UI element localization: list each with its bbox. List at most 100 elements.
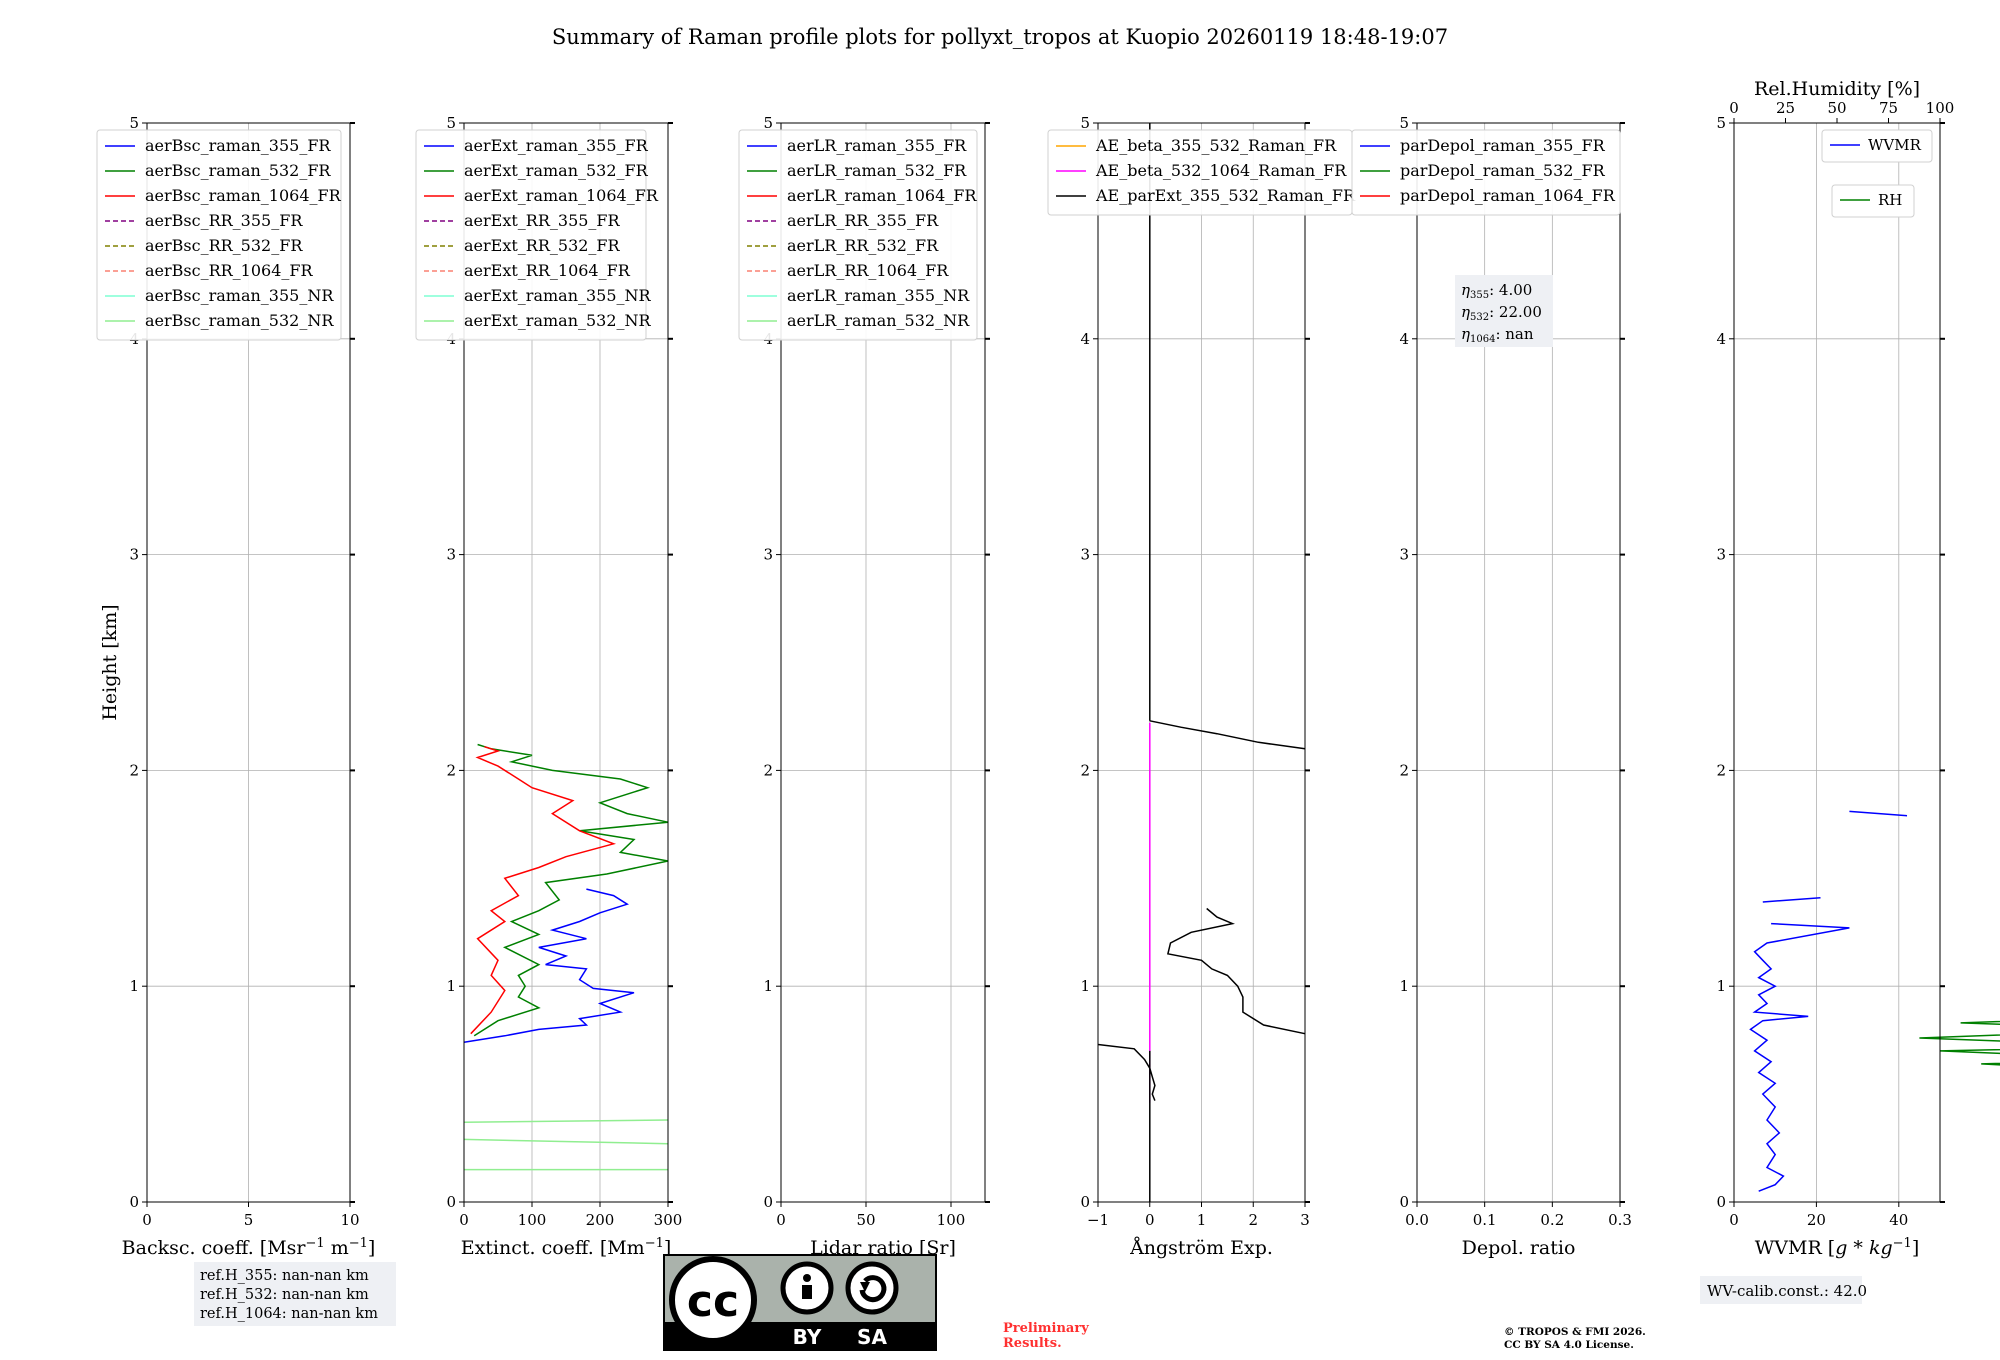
x-tick-label: 0 (459, 1211, 469, 1229)
y-tick-label: 5 (763, 114, 773, 132)
series-WVMR (1749, 922, 1850, 1192)
preliminary-line2: Results. (1003, 1336, 1062, 1351)
y-tick-label: 3 (763, 546, 773, 564)
series-WVMR_1.41 (1762, 896, 1821, 903)
y-tick-label: 5 (1716, 114, 1726, 132)
x2-tick-label: 75 (1879, 99, 1898, 117)
legend-label-aerExt_RR_355_FR: aerExt_RR_355_FR (464, 211, 621, 230)
axes-frame (780, 122, 986, 1203)
legend-label-WVMR: WVMR (1868, 136, 1922, 154)
legend-label-aerLR_raman_532_FR: aerLR_raman_532_FR (787, 161, 967, 180)
x-tick-label: 200 (586, 1211, 615, 1229)
legend-label-aerLR_raman_355_FR: aerLR_raman_355_FR (787, 136, 967, 155)
legend-label-AE_parExt_355_532_Raman_FR: AE_parExt_355_532_Raman_FR (1095, 186, 1356, 205)
cc-by-sa-logo: cc BY SA (663, 1254, 937, 1351)
axes-frame (463, 122, 669, 1203)
x-tick-label: 0.3 (1608, 1211, 1632, 1229)
by-label: BY (793, 1325, 822, 1349)
y-tick-label: 4 (1716, 330, 1726, 348)
y-tick-label: 0 (763, 1193, 773, 1211)
y-tick-label: 2 (763, 761, 773, 779)
legend-box (1821, 129, 1933, 163)
panel-depol: 0.0 0.1 0.2 0.3 0 1 2 3 4 5 Depol. ratio parDepol_r… (1351, 114, 1632, 1259)
x-tick-label: −1 (1087, 1211, 1109, 1229)
panel-lr: 050100012345Lidar ratio [Sr]aerLR_raman_… (738, 114, 990, 1259)
x-tick-label: 2 (1248, 1211, 1258, 1229)
legend-label-aerBsc_raman_532_FR: aerBsc_raman_532_FR (145, 161, 331, 180)
series-aerExt_raman_1064_FR (470, 745, 617, 1035)
series-AE_parExt_low (1097, 1043, 1156, 1101)
series-aerExt_raman_532_NR_c (463, 1119, 669, 1123)
sa-icon (845, 1261, 899, 1315)
y-tick-label: 4 (1080, 330, 1090, 348)
x-tick-label: 0 (142, 1211, 152, 1229)
x-tick-label: 1 (1197, 1211, 1207, 1229)
legend-label-aerBsc_raman_355_FR: aerBsc_raman_355_FR (145, 136, 331, 155)
preliminary-line1: Preliminary (1003, 1321, 1089, 1336)
x-tick-label: 20 (1807, 1211, 1826, 1229)
x-tick-label: 0 (776, 1211, 786, 1229)
y-tick-label: 2 (1716, 761, 1726, 779)
y-tick-label: 1 (1399, 977, 1409, 995)
x2-tick-label: 100 (1926, 99, 1955, 117)
legend-label-aerExt_RR_1064_FR: aerExt_RR_1064_FR (464, 261, 631, 280)
y-tick-label: 2 (1399, 761, 1409, 779)
legend-box (1831, 184, 1915, 218)
legend-label-aerLR_RR_532_FR: aerLR_RR_532_FR (787, 236, 939, 255)
x-tick-label: 50 (856, 1211, 875, 1229)
panel-bsc: 0510012345Backsc. coeff. [Msr−1 m−1]Heig… (96, 114, 375, 1259)
x-tick-label: 5 (244, 1211, 254, 1229)
legend-label-parDepol_raman_532_FR: parDepol_raman_532_FR (1400, 161, 1606, 180)
x2-tick-label: 50 (1827, 99, 1846, 117)
y-tick-label: 0 (446, 1193, 456, 1211)
x-tick-label: 0 (1145, 1211, 1155, 1229)
y-tick-label: 0 (1399, 1193, 1409, 1211)
legend-label-aerBsc_RR_532_FR: aerBsc_RR_532_FR (145, 236, 303, 255)
copyright-line2: CC BY SA 4.0 License. (1504, 1339, 1634, 1351)
eta-532: η532: 22.00 (1461, 303, 1542, 323)
legend-label-aerBsc_raman_1064_FR: aerBsc_raman_1064_FR (145, 186, 342, 205)
legend-label-parDepol_raman_355_FR: parDepol_raman_355_FR (1400, 136, 1606, 155)
legend-label-AE_beta_532_1064_Raman_FR: AE_beta_532_1064_Raman_FR (1095, 161, 1347, 180)
series-AE_parExt_curve (1149, 720, 1306, 750)
y-tick-label: 1 (1080, 977, 1090, 995)
x-tick-label: 3 (1300, 1211, 1310, 1229)
legend-label-aerExt_raman_355_FR: aerExt_raman_355_FR (464, 136, 649, 155)
legend-label-aerExt_RR_532_FR: aerExt_RR_532_FR (464, 236, 621, 255)
legend-label-aerExt_raman_1064_FR: aerExt_raman_1064_FR (464, 186, 659, 205)
y-tick-label: 2 (129, 761, 139, 779)
legend-label-aerLR_RR_1064_FR: aerLR_RR_1064_FR (787, 261, 949, 280)
x-tick-label: 0.2 (1540, 1211, 1564, 1229)
x-tick-label: 300 (654, 1211, 683, 1229)
y-tick-label: 0 (129, 1193, 139, 1211)
y-tick-label: 1 (446, 977, 456, 995)
y-tick-label: 5 (446, 114, 456, 132)
legend-label-aerExt_raman_355_NR: aerExt_raman_355_NR (464, 286, 652, 305)
series-AE_parExt_mid (1166, 907, 1306, 1035)
legend-box (738, 129, 978, 341)
legend-box (96, 129, 342, 341)
sa-label: SA (857, 1325, 887, 1349)
legend-box (1351, 129, 1621, 216)
panel-wv: 0 20 40 0 1 2 3 4 5 WVMR [g * kg−1] 0 25 50 75 100 Rel.… (1716, 78, 2000, 1259)
legend-label-aerExt_raman_532_FR: aerExt_raman_532_FR (464, 161, 649, 180)
refh-355: ref.H_355: nan-nan km (200, 1268, 369, 1284)
x-axis-label: Depol. ratio (1462, 1237, 1576, 1259)
legend-label-aerBsc_RR_1064_FR: aerBsc_RR_1064_FR (145, 261, 314, 280)
legend-label-aerBsc_raman_355_NR: aerBsc_raman_355_NR (145, 286, 334, 305)
legend-label-aerBsc_RR_355_FR: aerBsc_RR_355_FR (145, 211, 303, 230)
ref-height-annotation: ref.H_355: nan-nan km ref.H_532: nan-nan… (194, 1262, 396, 1326)
y-tick-label: 5 (129, 114, 139, 132)
y-tick-label: 2 (446, 761, 456, 779)
cc-mark: cc (687, 1276, 739, 1327)
refh-1064: ref.H_1064: nan-nan km (200, 1306, 378, 1322)
legend-box (415, 129, 647, 341)
y-tick-label: 3 (446, 546, 456, 564)
y-axis-label: Height [km] (99, 604, 121, 720)
x2-axis-label: Rel.Humidity [%] (1754, 78, 1920, 100)
wv-calib-text: WV-calib.const.: 42.0 (1707, 1282, 1867, 1300)
x2-tick-label: 25 (1776, 99, 1795, 117)
y-tick-label: 3 (1080, 546, 1090, 564)
